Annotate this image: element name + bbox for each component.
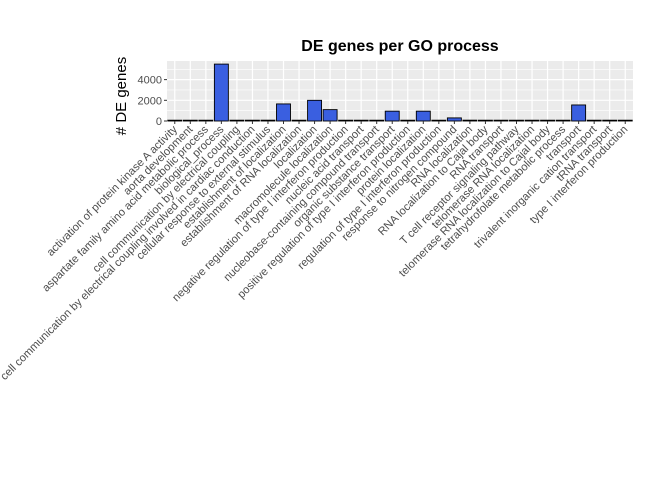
- bar: [307, 99, 323, 122]
- bar: [182, 119, 198, 122]
- bar: [322, 109, 338, 122]
- bar: [509, 119, 524, 122]
- y-tick-label: 0: [156, 116, 162, 128]
- bar: [338, 119, 354, 122]
- bar: [462, 119, 478, 122]
- bar: [291, 119, 307, 122]
- bar: [167, 119, 183, 122]
- bar: [477, 119, 493, 122]
- bar: [540, 119, 556, 122]
- bar: [602, 119, 618, 122]
- y-axis-ticks: 0 2000 4000: [138, 75, 167, 128]
- bar: [415, 110, 431, 122]
- y-tick-label: 2000: [138, 95, 162, 107]
- chart-title: DE genes per GO process: [301, 38, 499, 55]
- bar: [244, 119, 260, 122]
- bar: [198, 119, 214, 122]
- bar: [369, 119, 385, 122]
- y-tick-label: 4000: [138, 75, 162, 87]
- bar: [555, 119, 571, 122]
- bar: [586, 119, 602, 122]
- bar: [384, 110, 400, 122]
- bar: [353, 119, 369, 122]
- plot-panel: [167, 61, 633, 121]
- panel-background: [167, 61, 633, 121]
- bar: [400, 119, 416, 122]
- bar: [229, 119, 245, 122]
- bar: [617, 119, 633, 122]
- bar: [524, 119, 540, 122]
- bar: [571, 104, 587, 122]
- x-axis-ticks: activation of protein kinase A activitya…: [0, 121, 630, 383]
- bar: [260, 119, 276, 122]
- y-axis-label: # DE genes: [113, 57, 130, 135]
- bar: [276, 103, 291, 122]
- bar: [213, 63, 229, 122]
- bar: [446, 117, 462, 122]
- bar: [493, 119, 509, 122]
- bar: [431, 119, 447, 122]
